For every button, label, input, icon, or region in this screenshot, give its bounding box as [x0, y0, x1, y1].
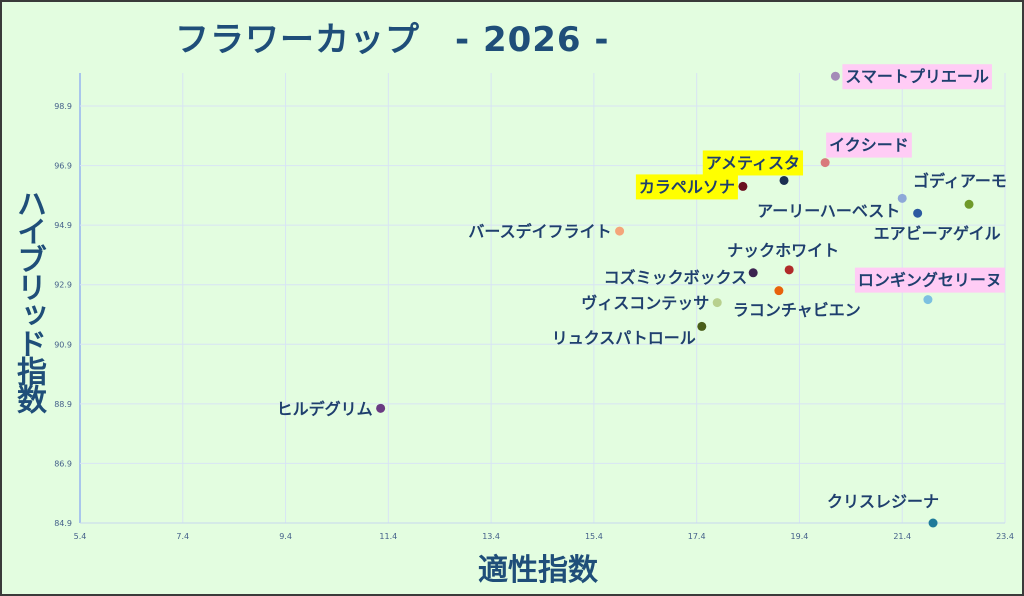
data-point: [820, 158, 830, 168]
point-label: エアビーアゲイル: [874, 224, 1001, 243]
data-point: [928, 518, 938, 528]
x-tick-label: 19.4: [791, 532, 809, 541]
point-label: スマートプリエール: [845, 67, 989, 86]
point-label: ラコンチャビエン: [733, 301, 861, 320]
label-highlight: [635, 174, 738, 200]
point-label: ゴディアーモ: [913, 171, 1007, 190]
x-axis-label: 適性指数: [478, 553, 598, 588]
y-tick-label: 86.9: [54, 459, 72, 468]
label-highlight: [842, 64, 992, 90]
y-tick-label: 84.9: [54, 519, 72, 528]
point-label: リュクスパトロール: [552, 328, 696, 347]
data-point: [913, 208, 923, 218]
data-point: [784, 265, 794, 275]
data-point: [748, 268, 758, 278]
label-highlight: [826, 132, 912, 158]
x-tick-label: 9.4: [279, 532, 292, 541]
y-tick-label: 94.9: [54, 221, 72, 230]
data-point: [923, 295, 933, 305]
y-tick-label: 98.9: [54, 102, 72, 111]
y-tick-label: 90.9: [54, 340, 72, 349]
point-label: ヴィスコンテッサ: [581, 294, 709, 313]
data-point: [779, 175, 789, 185]
point-label: ナックホワイト: [727, 241, 839, 260]
point-label: ロンギングセリーヌ: [858, 271, 1002, 290]
x-tick-label: 15.4: [585, 532, 603, 541]
point-label: コズミックボックス: [604, 268, 748, 287]
data-point: [830, 71, 840, 81]
chart-title: フラワーカップ - 2026 -: [175, 20, 610, 60]
data-point: [738, 181, 748, 191]
x-tick-label: 11.4: [379, 532, 397, 541]
label-highlight: [854, 267, 1005, 293]
data-point: [774, 286, 784, 296]
data-point: [697, 321, 707, 331]
point-label: アーリーハーベスト: [757, 201, 900, 220]
data-point: [964, 199, 974, 209]
data-point: [712, 298, 722, 308]
x-tick-label: 21.4: [893, 532, 911, 541]
point-label: カラペルソナ: [639, 177, 735, 196]
point-label: イクシード: [829, 136, 909, 155]
data-point: [376, 403, 386, 413]
x-tick-label: 23.4: [996, 532, 1014, 541]
x-tick-label: 17.4: [688, 532, 706, 541]
x-tick-label: 13.4: [482, 532, 500, 541]
x-tick-label: 5.4: [74, 532, 87, 541]
y-axis-label: ハイブリッド指数: [11, 188, 46, 412]
data-point: [615, 226, 625, 236]
point-label: アメティスタ: [706, 153, 800, 172]
point-label: ヒルデグリム: [277, 399, 373, 418]
y-tick-label: 92.9: [54, 281, 72, 290]
x-tick-label: 7.4: [176, 532, 189, 541]
y-tick-label: 96.9: [54, 162, 72, 171]
point-label: バースデイフライト: [468, 222, 611, 241]
label-highlight: [702, 150, 804, 176]
y-tick-label: 88.9: [54, 400, 72, 409]
data-point: [897, 193, 907, 203]
point-label: クリスレジーナ: [827, 492, 939, 511]
